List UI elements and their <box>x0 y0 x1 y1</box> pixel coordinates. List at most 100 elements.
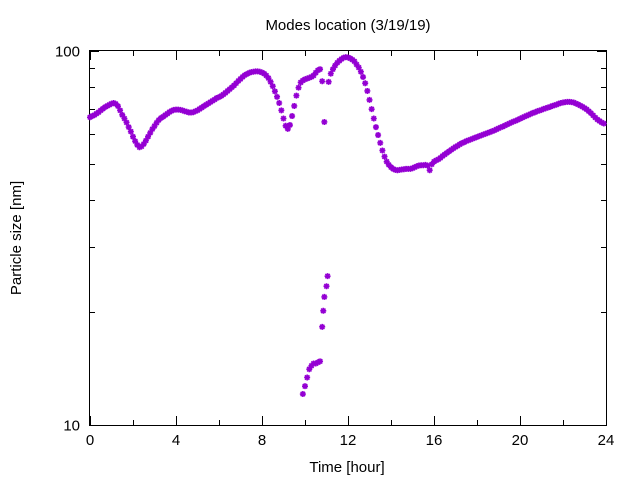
data-point <box>572 100 579 107</box>
data-point <box>319 323 326 330</box>
data-point <box>469 135 476 142</box>
data-point <box>324 273 331 280</box>
data-point <box>482 130 489 137</box>
data-point <box>458 140 465 147</box>
x-tick-label: 20 <box>512 432 529 449</box>
data-point <box>147 129 154 136</box>
data-point <box>476 133 483 140</box>
data-point <box>299 391 306 398</box>
data-point <box>372 124 379 131</box>
data-point <box>521 113 528 120</box>
data-point <box>426 167 433 174</box>
data-point <box>517 115 523 122</box>
data-point <box>514 116 521 123</box>
data-point <box>153 119 160 126</box>
data-point <box>379 147 386 154</box>
data-point <box>385 161 392 168</box>
data-point <box>368 106 375 113</box>
data-point <box>364 87 371 94</box>
x-tick-label: 16 <box>426 432 443 449</box>
data-point <box>312 69 319 76</box>
data-point <box>390 165 397 172</box>
data-point <box>428 161 435 168</box>
data-point <box>142 137 149 144</box>
data-point <box>192 108 199 115</box>
axis-ticks: 0 4 8 12 16 20 24 10 100 <box>55 44 614 450</box>
data-point <box>345 54 351 61</box>
data-point <box>321 118 328 125</box>
chart-title: Modes location (3/19/19) <box>265 17 430 34</box>
data-point <box>269 83 276 90</box>
data-point <box>525 111 532 118</box>
data-point <box>325 78 332 85</box>
data-point <box>125 124 132 131</box>
data-point <box>267 78 274 85</box>
plot-frame <box>89 50 607 426</box>
data-point <box>351 58 358 65</box>
data-point <box>151 123 158 130</box>
data-point <box>375 132 382 139</box>
data-point <box>320 307 327 314</box>
data-point <box>383 158 390 165</box>
data-point <box>302 383 308 390</box>
data-point <box>465 137 472 144</box>
data-point <box>293 92 300 99</box>
data-point <box>149 126 156 133</box>
data-point <box>409 165 416 172</box>
data-point <box>474 133 480 140</box>
data-point <box>295 84 302 91</box>
x-tick-label: 4 <box>172 432 180 449</box>
data-point <box>538 106 545 113</box>
data-point <box>190 109 197 116</box>
data-point <box>532 109 539 116</box>
data-point <box>89 113 96 120</box>
data-point <box>478 132 485 139</box>
data-point <box>276 100 283 107</box>
data-point <box>179 107 186 114</box>
data-point <box>117 107 124 114</box>
data-point <box>553 101 560 108</box>
data-point <box>480 131 487 138</box>
data-point <box>519 114 526 121</box>
data-point <box>467 136 474 143</box>
data-point <box>327 70 334 77</box>
data-point <box>123 119 130 126</box>
data-point <box>463 138 470 145</box>
data-point <box>332 62 339 69</box>
data-point <box>357 68 364 75</box>
data-point <box>145 133 152 140</box>
data-point <box>278 107 285 114</box>
data-point <box>381 153 388 160</box>
data-point <box>323 283 330 290</box>
data-point <box>304 374 311 381</box>
data-point <box>547 103 554 110</box>
data-point <box>321 293 328 300</box>
data-point <box>598 119 605 126</box>
data-point <box>263 72 270 79</box>
data-point <box>306 366 313 373</box>
data-point <box>362 80 369 87</box>
data-point <box>110 100 117 107</box>
data-point <box>471 134 478 141</box>
data-point <box>136 144 143 151</box>
data-point <box>377 139 384 146</box>
data-point <box>484 129 491 136</box>
data-point <box>130 133 136 140</box>
data-point <box>286 122 293 129</box>
data-points <box>87 54 607 398</box>
data-point <box>274 93 281 100</box>
data-point <box>140 141 147 148</box>
data-point <box>360 74 367 81</box>
data-point <box>119 111 126 118</box>
data-point <box>370 115 377 122</box>
data-point <box>570 99 577 106</box>
data-point <box>114 103 121 110</box>
y-tick-label: 10 <box>63 418 80 435</box>
data-point <box>411 164 418 171</box>
data-point <box>282 122 289 129</box>
data-point <box>366 96 373 103</box>
x-axis-label: Time [hour] <box>309 459 384 476</box>
data-point <box>306 74 313 81</box>
data-point <box>284 125 291 132</box>
